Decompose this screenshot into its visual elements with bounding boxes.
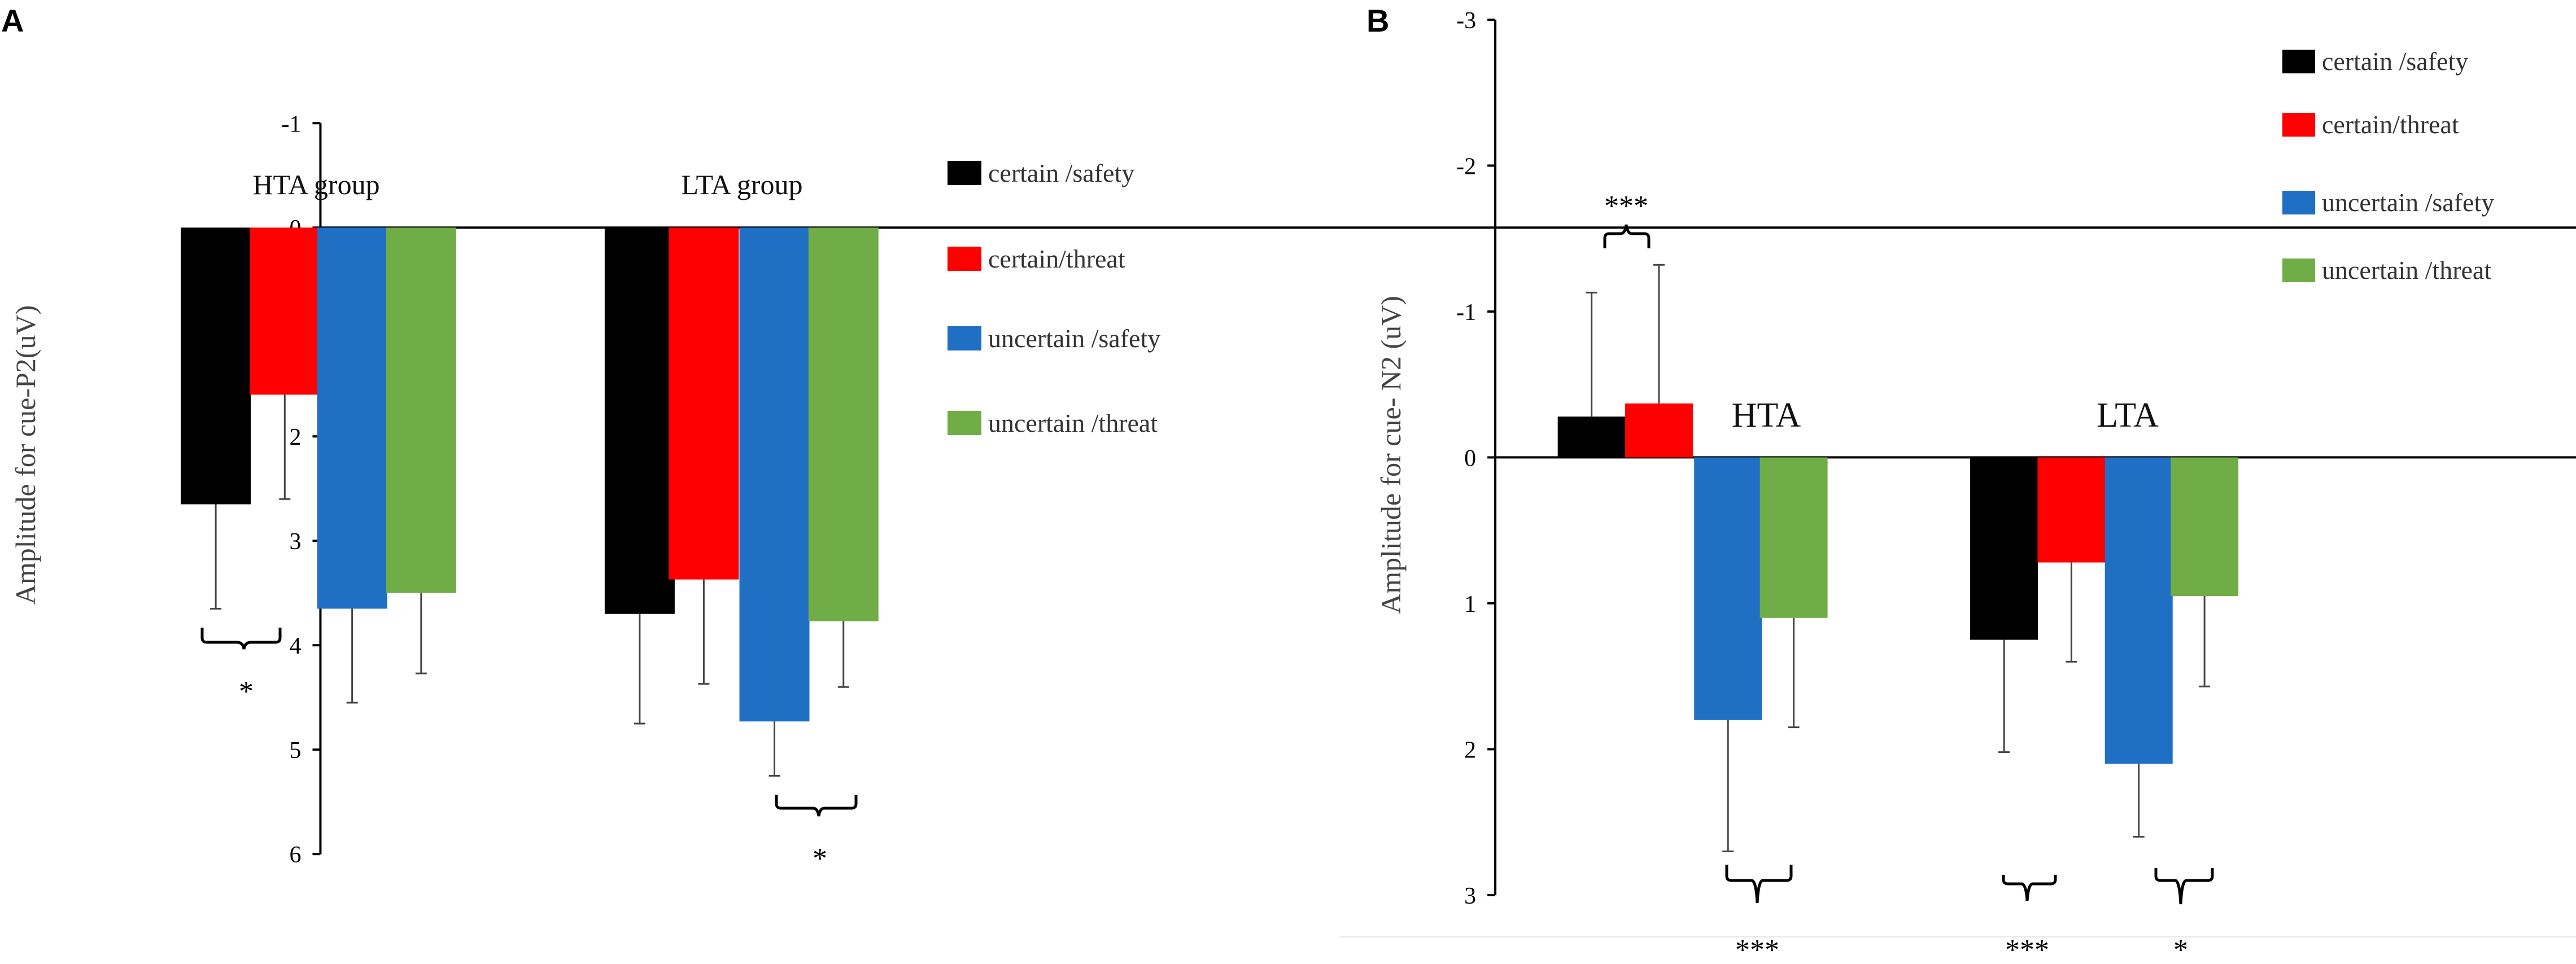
group-label-lta: LTA [2097, 396, 2159, 435]
legend-label: certain/threat [2322, 110, 2459, 139]
y-tick-label: -1 [1456, 300, 1476, 326]
legend-label: uncertain /safety [2322, 188, 2494, 217]
y-axis-label: Amplitude for cue-P2(uV) [10, 305, 41, 604]
bar [1625, 403, 1693, 458]
panel-b: B Amplitude for cue- N2 (uV) -3-2-10123 … [1366, 3, 2576, 964]
error-bars [1586, 264, 2211, 852]
bar [1557, 417, 1626, 458]
bar [317, 227, 387, 609]
legend-swatch [948, 411, 981, 435]
significance-bracket [1603, 224, 2214, 905]
bars [1557, 403, 2239, 764]
y-tick-label: 2 [289, 424, 301, 450]
y-tick-label: 0 [1464, 445, 1476, 471]
bar [2037, 457, 2106, 563]
panel-a: A Amplitude for cue-P2(uV) -1 0 1 2 3 4 5 6 HTA… [1, 3, 2576, 875]
bar [1970, 457, 2038, 640]
y-tick-label: 4 [289, 633, 301, 659]
significance-bracket [200, 628, 858, 817]
bar [739, 227, 810, 722]
y-tick-label: -1 [281, 111, 301, 137]
legend-swatch [948, 161, 981, 185]
bar [250, 227, 320, 395]
legend-swatch [2282, 50, 2315, 73]
group-label-lta: LTA group [682, 169, 803, 200]
y-tick-label: 3 [289, 529, 301, 555]
bar [181, 227, 251, 505]
bars [181, 227, 879, 722]
legend-label: uncertain /safety [988, 324, 1160, 353]
legend-label: uncertain /threat [988, 409, 1158, 437]
bar [386, 227, 456, 593]
y-axis-label: Amplitude for cue- N2 (uV) [1375, 296, 1407, 614]
significance-label: *** [1604, 190, 1648, 222]
y-tick-labels: -3 -2 -1 0 1 2 3 [1456, 8, 1476, 909]
error-bars [210, 395, 849, 777]
y-tick-label: 3 [1464, 883, 1476, 909]
bar [669, 227, 739, 580]
group-label-hta: HTA [1732, 396, 1801, 435]
bar [808, 227, 879, 621]
legend-label: uncertain /threat [2322, 256, 2491, 284]
legend-swatch [2282, 113, 2315, 137]
bar [604, 227, 675, 614]
legend: certain /safety certain/threat uncertain… [2282, 47, 2494, 284]
y-tick-label: -2 [1456, 154, 1476, 179]
legend-label: certain /safety [2322, 47, 2468, 76]
panel-letter: A [1, 3, 24, 38]
y-tick-label: 1 [1464, 591, 1476, 617]
legend-label: certain/threat [988, 244, 1125, 273]
significance-label: *** [2005, 934, 2049, 964]
bar [2105, 457, 2173, 764]
legend-swatch [948, 247, 981, 271]
bar [1694, 457, 1762, 720]
group-label-hta: HTA group [252, 169, 379, 200]
y-tick-label: 2 [1464, 737, 1476, 763]
legend: certain /safety certain/threat uncertain… [948, 159, 1160, 437]
significance-label: * [813, 843, 827, 875]
panel-letter: B [1366, 3, 1389, 38]
y-tick-label: 5 [289, 738, 301, 764]
legend-swatch [2282, 258, 2315, 282]
legend-label: certain /safety [988, 159, 1134, 187]
legend-swatch [948, 326, 981, 350]
significance-label: * [239, 676, 254, 708]
legend-swatch [2282, 191, 2315, 214]
significance-label: *** [1735, 934, 1779, 964]
bar [2171, 457, 2239, 597]
significance-label: * [2173, 934, 2188, 964]
bar [1759, 457, 1828, 618]
y-tick-label: -3 [1456, 8, 1476, 34]
y-tick-label: 6 [289, 842, 301, 868]
